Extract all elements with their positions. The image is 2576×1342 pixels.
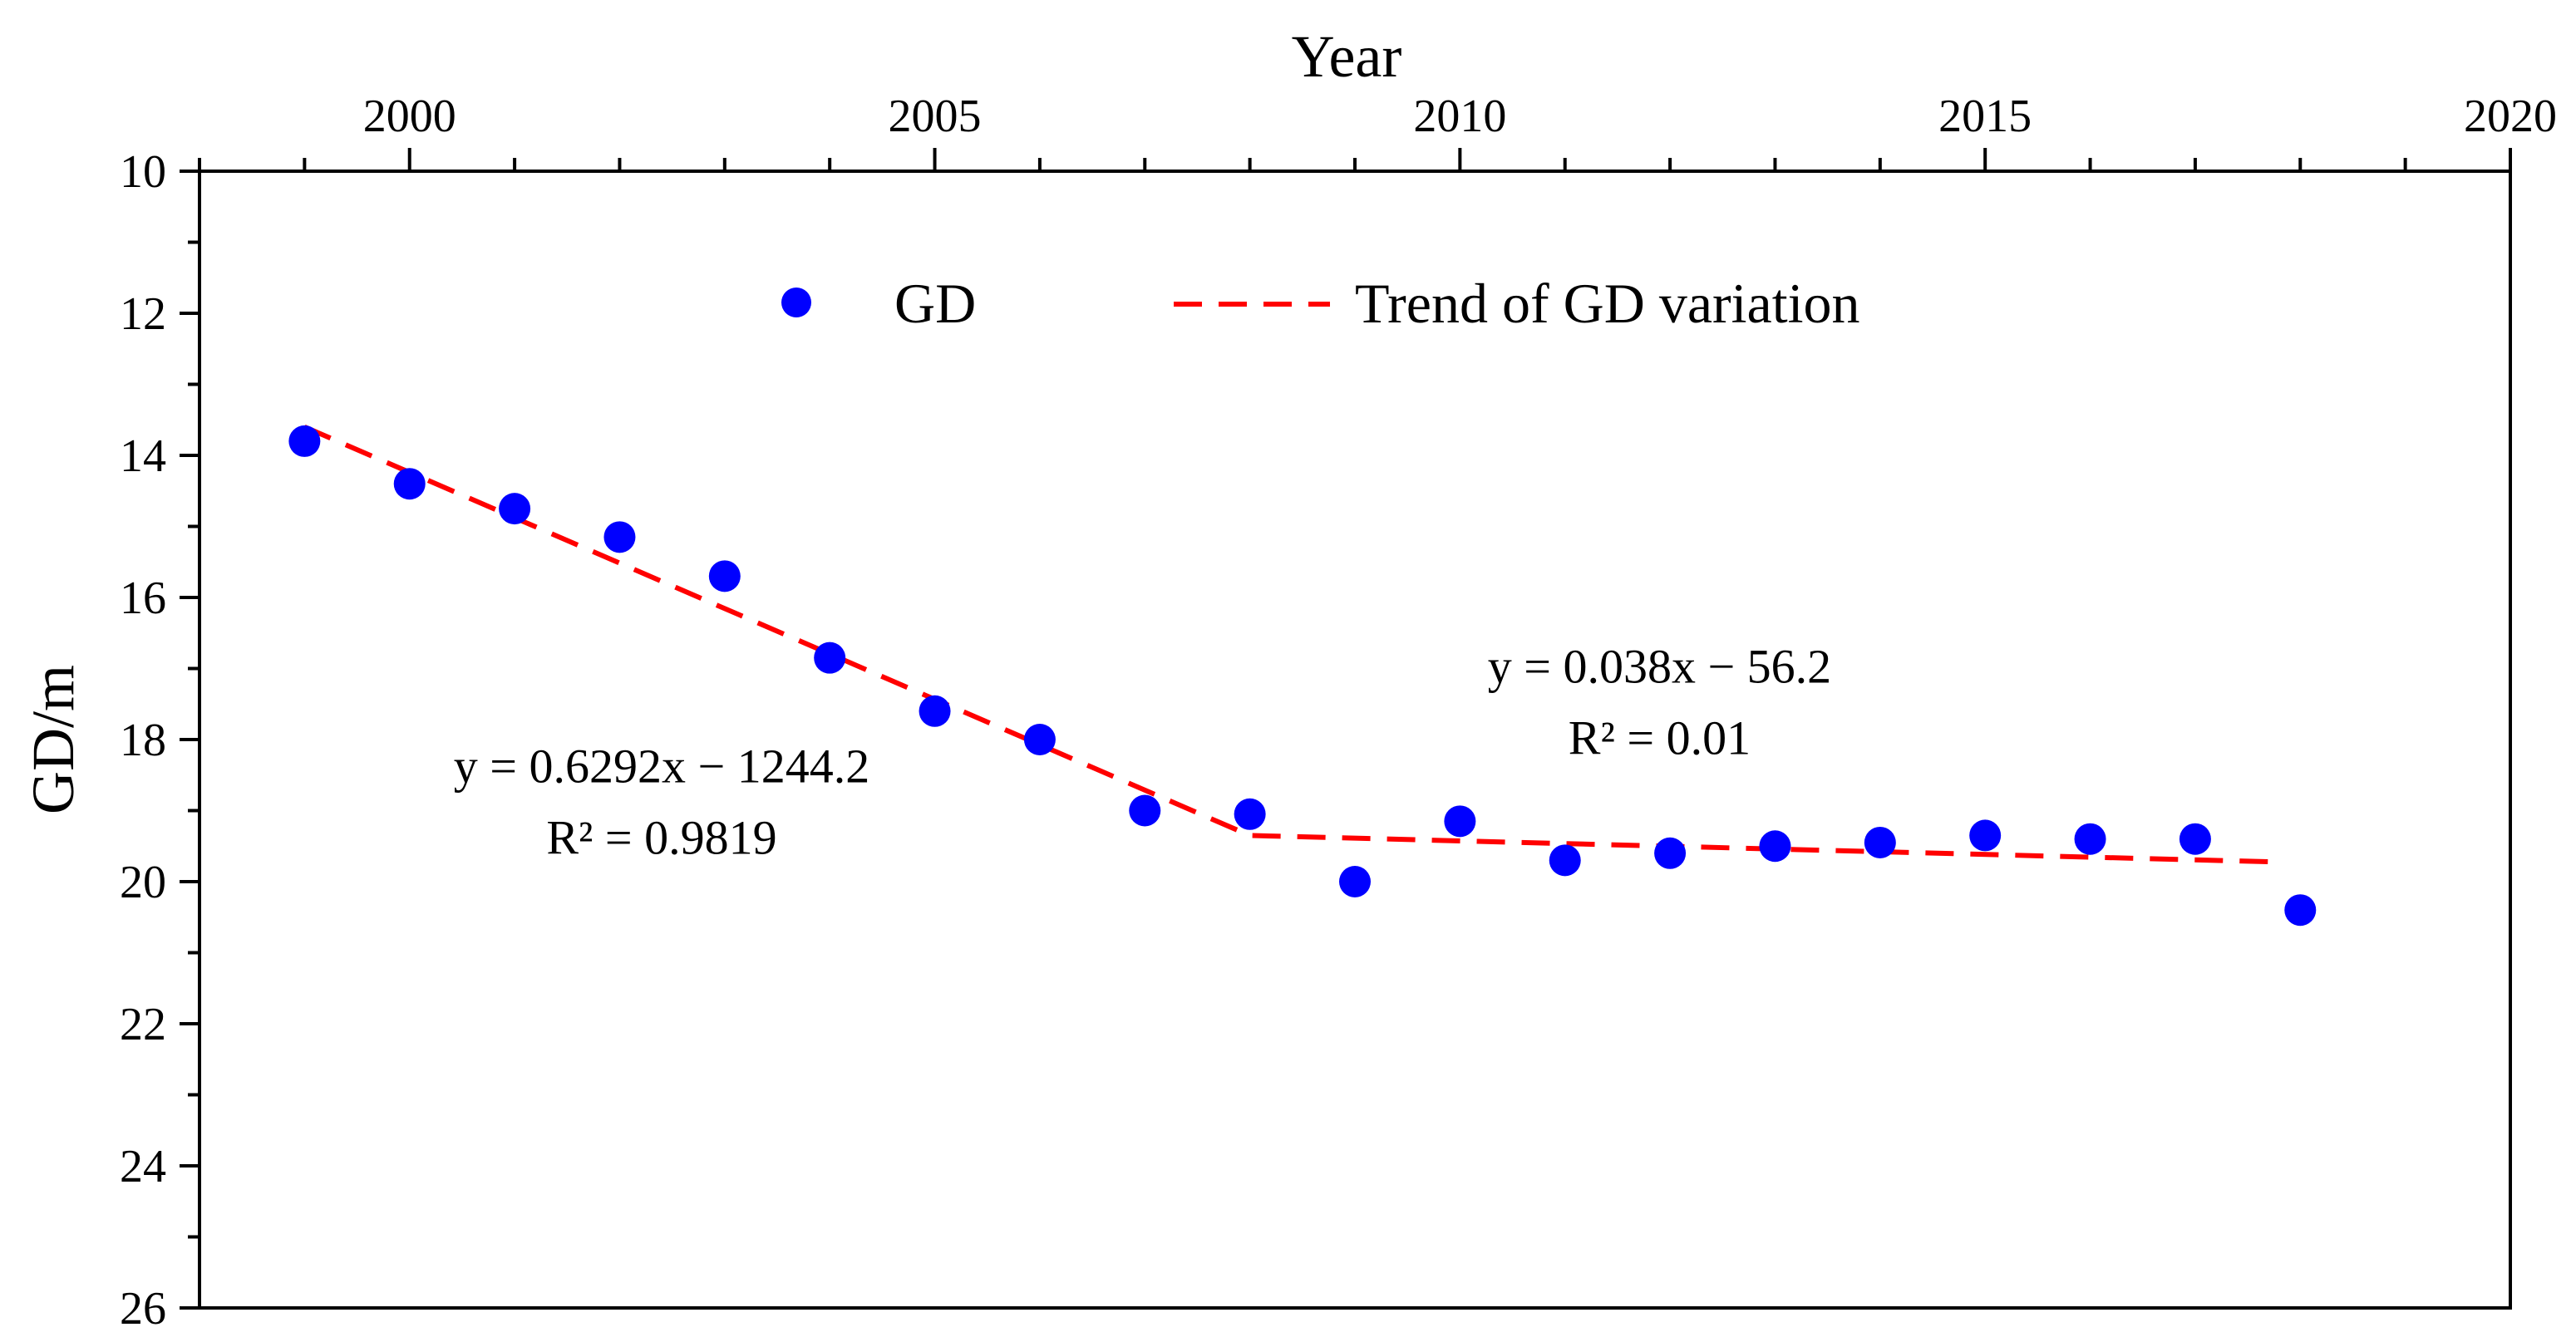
x-axis-title: Year <box>1292 23 1402 90</box>
legend-trend-label: Trend of GD variation <box>1355 272 1860 335</box>
x-tick-label: 2000 <box>363 91 456 142</box>
legend: GD Trend of GD variation <box>781 272 1860 335</box>
gd-point-2007 <box>1129 794 1161 827</box>
gd-point-2015 <box>1969 819 2002 852</box>
x-tick-label: 2020 <box>2464 91 2557 142</box>
gd-point-2012 <box>1654 837 1687 869</box>
y-tick-label: 16 <box>120 573 166 624</box>
gd-point-2004 <box>814 642 846 674</box>
x-axis-ticks: 2000 2005 2010 2015 2020 <box>198 91 2557 171</box>
gd-point-1999 <box>288 425 321 457</box>
gd-point-2011 <box>1549 844 1581 877</box>
gd-point-2017 <box>2179 823 2211 855</box>
gd-point-2002 <box>603 521 636 553</box>
r-squared-1: R² = 0.9819 <box>546 810 776 864</box>
gd-point-2013 <box>1759 830 1791 863</box>
gd-point-2005 <box>919 695 951 727</box>
legend-gd-label: GD <box>894 272 976 335</box>
legend-gd-marker <box>781 288 811 317</box>
y-tick-label: 26 <box>120 1283 166 1335</box>
y-tick-label: 14 <box>120 430 166 482</box>
y-axis-title: GD/m <box>20 665 86 814</box>
gd-points-layer <box>288 425 2317 927</box>
gd-point-2016 <box>2074 823 2106 855</box>
gd-point-2006 <box>1023 724 1056 755</box>
x-tick-label: 2010 <box>1413 91 1506 142</box>
r-squared-2: R² = 0.01 <box>1569 711 1751 765</box>
x-tick-label: 2015 <box>1938 91 2032 142</box>
equation-2: y = 0.038x − 56.2 <box>1488 640 1831 694</box>
y-tick-label: 12 <box>120 288 166 340</box>
y-tick-label: 10 <box>120 146 166 198</box>
gd-point-2003 <box>708 560 741 592</box>
gd-point-2008 <box>1234 798 1266 830</box>
y-tick-label: 18 <box>120 715 166 766</box>
y-tick-label: 22 <box>120 999 166 1050</box>
y-axis-ticks: 10 12 14 16 18 20 22 24 26 <box>120 146 199 1335</box>
gd-point-2014 <box>1864 826 1896 858</box>
equation-1: y = 0.6292x − 1244.2 <box>454 739 869 793</box>
y-tick-label: 24 <box>120 1141 166 1192</box>
gd-point-2010 <box>1444 805 1476 838</box>
gd-point-2000 <box>393 468 426 500</box>
regression-equations: y = 0.6292x − 1244.2 R² = 0.9819 y = 0.038… <box>454 640 1831 865</box>
trend-line <box>303 425 2269 865</box>
x-tick-label: 2005 <box>889 91 982 142</box>
gd-point-2009 <box>1339 866 1371 897</box>
gd-point-2018 <box>2284 894 2317 927</box>
gd-point-2001 <box>499 493 531 525</box>
trend-line-layer <box>303 425 2269 865</box>
y-tick-label: 20 <box>120 857 166 908</box>
